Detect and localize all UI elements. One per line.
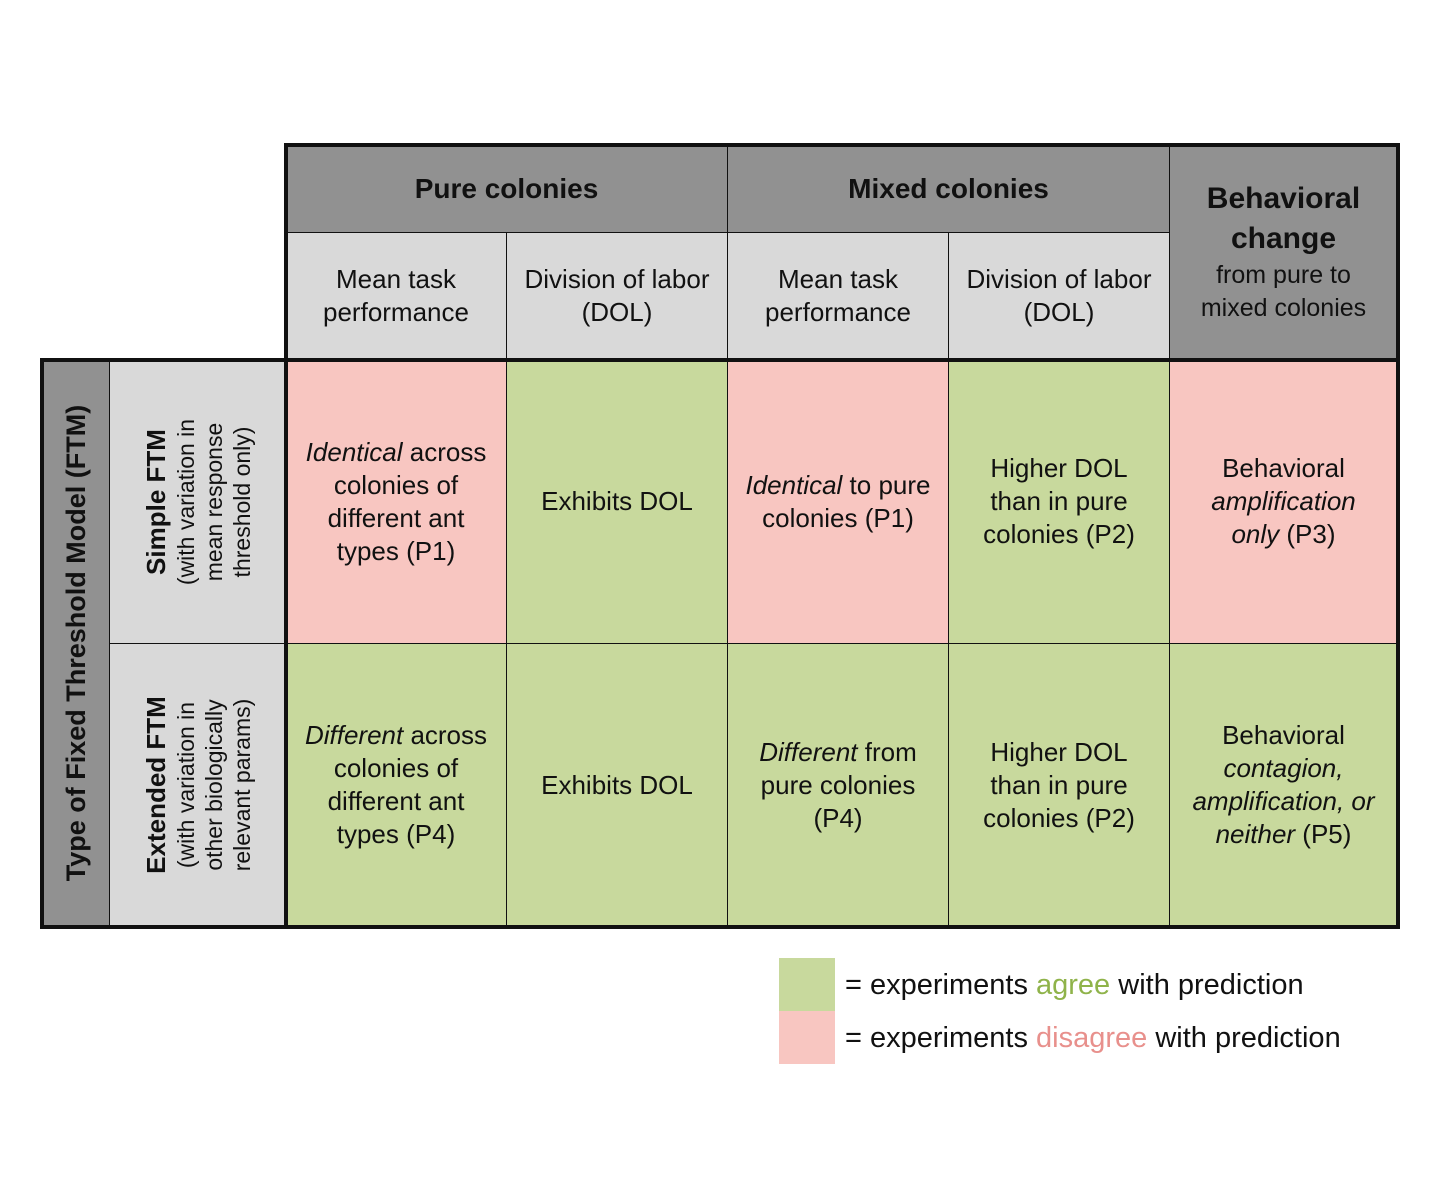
cell-simple-pure-dol-text: Exhibits DOL [541,486,693,516]
row-simple-sub-1: (with variation in [172,418,199,585]
header-pure-colonies: Pure colonies [286,145,728,233]
row-extended-title: Extended FTM [140,696,171,874]
legend-agree-swatch [779,958,835,1011]
row-axis-label: Type of Fixed Threshold Model (FTM) [42,360,110,927]
cell-simple-mixed-mean-em: Identical [745,469,843,500]
row-label-extended-ftm: Extended FTM (with variation in other bi… [110,644,286,927]
cell-extended-pure-dol-text: Exhibits DOL [541,769,693,800]
row-simple-sub-2: mean response [200,422,227,581]
subheader-mixed-mean-label: Mean task performance [765,264,911,327]
cell-extended-behavioral-post: (P5) [1295,819,1352,849]
cell-extended-pure-mean-text: Different across colonies of different a… [296,719,496,851]
cell-simple-pure-mean-em: Identical [305,436,403,467]
header-pure-label: Pure colonies [414,172,599,204]
cell-extended-mixed-dol: Higher DOL than in pure colonies (P2) [949,644,1170,927]
cell-simple-pure-mean-rest: across colonies of different ant types (… [327,436,487,566]
cell-extended-pure-mean-em: Different [304,720,404,750]
cell-extended-behavioral-pre: Behavioral [1222,720,1345,750]
cell-simple-behavioral-pre: Behavioral [1222,453,1345,483]
row-simple-title: Simple FTM [140,428,171,575]
row-axis-text: Type of Fixed Threshold Model (FTM) [60,404,91,882]
subheader-mixed-dol: Division of labor (DOL) [949,233,1170,360]
cell-simple-pure-dol: Exhibits DOL [507,360,728,644]
behavioral-subtitle: from pure to mixed colonies [1200,261,1367,322]
cell-extended-mixed-mean: Different from pure colonies (P4) [728,644,949,927]
cell-extended-mixed-mean-text: Different from pure colonies (P4) [748,736,928,835]
header-mixed-colonies: Mixed colonies [728,145,1170,233]
cell-simple-mixed-mean-text: Identical to pure colonies (P1) [738,469,938,535]
cell-simple-behavioral-text: Behavioral amplification only (P3) [1199,452,1369,551]
cell-extended-mixed-dol-text: Higher DOL than in pure colonies (P2) [983,736,1135,833]
row-extended-sub-2: other biologically [200,699,227,871]
cell-extended-behavioral: Behavioral contagion, amplification, or … [1170,644,1398,927]
cell-simple-mixed-dol: Higher DOL than in pure colonies (P2) [949,360,1170,644]
cell-extended-pure-mean-rest: across colonies of different ant types (… [327,720,488,849]
cell-extended-behavioral-text: Behavioral contagion, amplification, or … [1189,719,1379,851]
legend-agree-suffix: with prediction [1110,969,1304,1001]
cell-simple-mixed-mean-rest: to pure colonies (P1) [762,469,931,533]
subheader-pure-mean-label: Mean task performance [323,264,469,327]
row-extended-sub-1: (with variation in [172,701,199,869]
cell-simple-behavioral-em: amplification only [1211,486,1356,549]
legend-disagree-swatch [779,1011,835,1064]
cell-simple-mixed-mean: Identical to pure colonies (P1) [728,360,949,644]
legend-disagree-word: disagree [1036,1022,1148,1054]
subheader-mixed-mean: Mean task performance [728,233,949,360]
cell-extended-behavioral-em: contagion, amplification, or neither [1192,753,1375,849]
legend-disagree-text: = experiments disagree with prediction [845,1021,1341,1055]
cell-extended-mixed-mean-rest: from pure colonies (P4) [760,736,917,833]
cell-simple-pure-mean: Identical across colonies of different a… [286,360,507,644]
cell-extended-pure-mean: Different across colonies of different a… [286,644,507,927]
legend-disagree-suffix: with prediction [1147,1022,1341,1054]
legend-agree-text: = experiments agree with prediction [845,968,1304,1002]
cell-simple-pure-mean-text: Identical across colonies of different a… [296,436,496,568]
legend-disagree-prefix: = experiments [845,1022,1037,1054]
cell-simple-mixed-dol-text: Higher DOL than in pure colonies (P2) [983,453,1135,549]
row-simple-sub-3: threshold only) [228,426,255,577]
cell-extended-mixed-mean-em: Different [759,736,858,767]
cell-extended-pure-dol: Exhibits DOL [507,644,728,927]
subheader-pure-dol: Division of labor (DOL) [507,233,728,360]
header-mixed-label: Mixed colonies [848,172,1049,204]
legend-agree-word: agree [1036,969,1111,1001]
subheader-pure-dol-label: Division of labor (DOL) [524,264,710,327]
legend-agree-prefix: = experiments [845,969,1037,1001]
row-label-simple-ftm: Simple FTM (with variation in mean respo… [110,360,286,644]
subheader-pure-mean: Mean task performance [286,233,507,360]
cell-simple-behavioral: Behavioral amplification only (P3) [1170,360,1398,644]
row-extended-sub-3: relevant params) [228,698,255,872]
behavioral-title: Behavioral change [1206,182,1361,255]
header-behavioral-change: Behavioral change from pure to mixed col… [1170,145,1398,360]
cell-simple-behavioral-post: (P3) [1279,519,1336,549]
subheader-mixed-dol-label: Division of labor (DOL) [966,264,1152,327]
